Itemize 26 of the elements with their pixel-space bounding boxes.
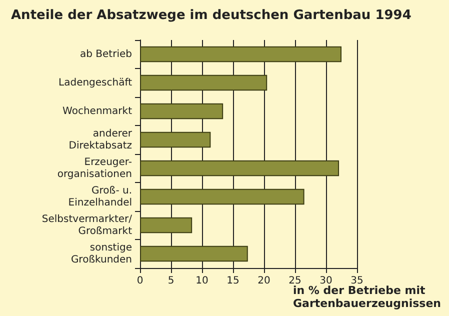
- bar: [140, 217, 192, 234]
- x-axis-title: in % der Betriebe mit Gartenbauerzeugnissen: [293, 284, 442, 310]
- y-tick-label: Wochenmarkt: [62, 106, 132, 117]
- x-tick-label: 20: [258, 276, 270, 286]
- bar: [140, 46, 342, 62]
- x-tick-label: 10: [196, 276, 208, 286]
- y-tick-label: sonstige Großkunden: [70, 242, 132, 266]
- x-tick-label: 35: [350, 276, 364, 286]
- bar: [140, 160, 340, 176]
- chart-title: Anteile der Absatzwege im deutschen Gartenbau 1994: [11, 8, 412, 23]
- y-tick-label: ab Betrieb: [80, 48, 132, 60]
- bar: [140, 246, 248, 262]
- x-tick-label: 5: [168, 276, 174, 286]
- y-tick-label: Groß- u. Einzelhandel: [68, 185, 132, 208]
- bar: [140, 188, 304, 205]
- y-tick-label: Erzeuger- organisationen: [57, 156, 132, 180]
- y-tick-label: Selbstvermarkter/ Großmarkt: [42, 214, 133, 237]
- x-tick-label: 15: [226, 276, 240, 286]
- bar: [140, 103, 224, 120]
- x-tick-label: 0: [136, 276, 144, 286]
- x-tick-label: 25: [288, 276, 302, 286]
- y-tick-label: anderer Direktabsatz: [68, 128, 133, 152]
- y-tick-label: Ladengeschäft: [58, 77, 132, 88]
- bar: [140, 74, 268, 91]
- x-tick-label: 30: [320, 276, 332, 286]
- bar: [140, 132, 211, 148]
